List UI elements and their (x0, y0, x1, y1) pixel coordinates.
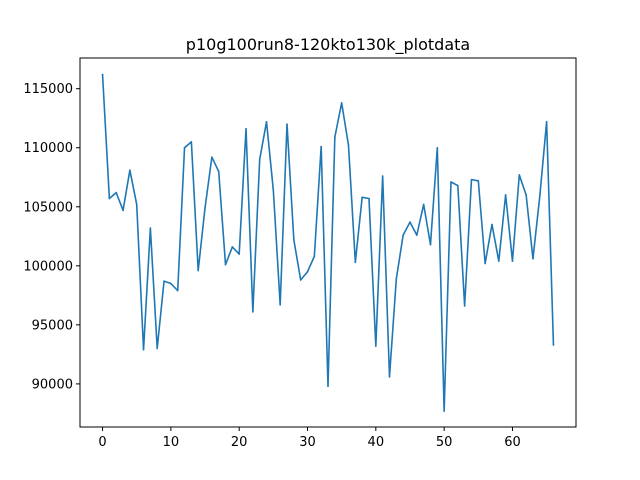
y-tick-label: 90000 (32, 377, 73, 392)
data-point (457, 184, 459, 187)
data-point (163, 280, 165, 282)
x-tick-label: 40 (368, 435, 385, 450)
plot-area (101, 73, 555, 412)
data-point (258, 158, 261, 161)
y-tick-label: 100000 (23, 259, 73, 274)
data-point (204, 207, 206, 209)
data-point (197, 269, 199, 272)
data-point (402, 234, 404, 236)
y-tick-label: 105000 (23, 200, 73, 215)
data-point (525, 194, 527, 196)
data-point (190, 141, 193, 143)
data-point (238, 253, 240, 255)
x-tick-label: 20 (231, 435, 248, 450)
data-point (142, 348, 145, 351)
data-point (388, 376, 391, 378)
data-point (108, 197, 111, 200)
data-point (552, 344, 555, 346)
data-point (176, 289, 179, 292)
data-point (252, 311, 254, 313)
data-point (286, 123, 288, 125)
y-tick-label: 115000 (23, 82, 73, 97)
data-point (279, 303, 281, 306)
data-point (265, 120, 268, 123)
data-point (334, 136, 336, 138)
x-tick-label: 60 (504, 435, 521, 450)
data-point (170, 282, 172, 285)
data-point (217, 170, 220, 173)
data-point (327, 385, 329, 388)
data-point (149, 227, 152, 229)
chart-title: p10g100run8-120kto130k_plotdata (186, 35, 470, 55)
data-point (320, 145, 322, 148)
data-point (354, 261, 357, 264)
data-point (450, 181, 452, 183)
data-point (504, 194, 507, 196)
data-point (122, 209, 124, 212)
data-point (416, 234, 418, 236)
data-point (381, 175, 384, 177)
data-point (306, 270, 309, 273)
data-point (545, 120, 548, 123)
data-point (101, 73, 104, 76)
data-point (313, 255, 316, 258)
data-point (518, 174, 521, 176)
data-point (183, 146, 186, 149)
data-point (272, 189, 275, 192)
data-point (511, 260, 514, 262)
x-tick-label: 10 (163, 435, 180, 450)
data-point (443, 410, 445, 412)
data-point (429, 243, 432, 246)
data-point (340, 102, 343, 104)
data-point (491, 223, 493, 226)
data-point (395, 278, 398, 280)
y-axis: 90000 95000 100000 105000 110000 115000 (23, 82, 80, 392)
data-point (211, 156, 213, 158)
x-tick-label: 30 (299, 435, 316, 450)
data-point (135, 203, 138, 206)
data-point (299, 279, 302, 281)
y-tick-label: 95000 (32, 318, 73, 333)
axes-frame (79, 57, 577, 428)
data-point (477, 180, 480, 182)
data-point (245, 128, 247, 130)
data-point (293, 239, 295, 241)
series-line-0 (101, 73, 555, 412)
x-tick-label: 0 (98, 435, 106, 450)
data-point (115, 191, 118, 194)
data-point (231, 246, 234, 248)
data-point (463, 305, 466, 307)
data-point (422, 203, 425, 206)
data-point (368, 197, 370, 200)
data-point (224, 263, 227, 266)
data-point (498, 260, 500, 262)
data-point (156, 347, 158, 350)
data-point (436, 146, 439, 149)
data-point (347, 144, 350, 147)
data-point (129, 169, 131, 171)
x-axis: 0 10 20 30 40 50 60 (98, 427, 521, 450)
data-point (538, 195, 541, 197)
data-point (532, 257, 534, 260)
data-point (484, 262, 486, 265)
data-point (409, 221, 411, 223)
y-tick-label: 110000 (23, 141, 73, 156)
data-point (361, 196, 363, 199)
data-point (375, 345, 377, 347)
data-point (470, 178, 473, 181)
x-tick-label: 50 (436, 435, 453, 450)
